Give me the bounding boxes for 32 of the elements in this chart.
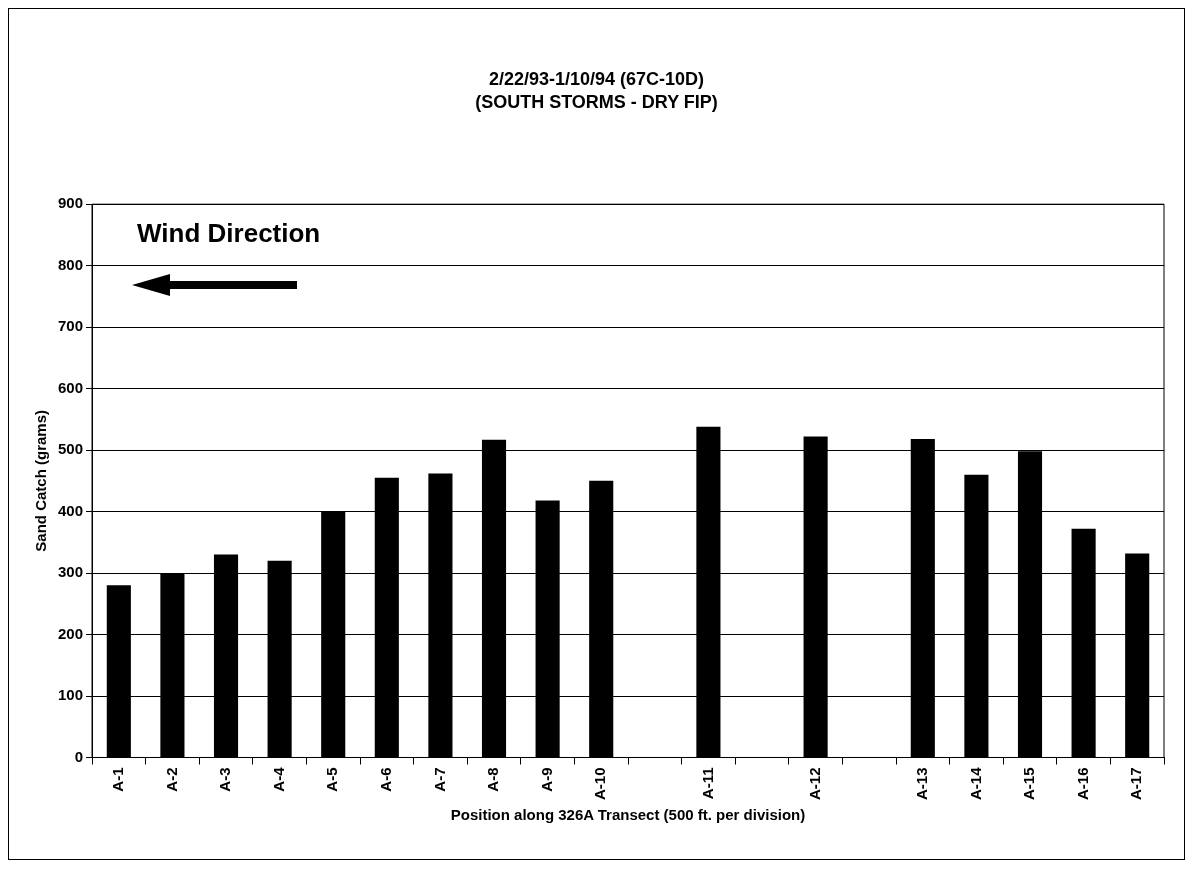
y-tick-label: 400 bbox=[58, 501, 84, 519]
x-tick-label: A-15 bbox=[1020, 767, 1038, 800]
y-tick-label: 800 bbox=[58, 255, 84, 273]
x-tick-label: A-11 bbox=[698, 767, 716, 800]
x-tick-label: A-3 bbox=[216, 767, 234, 792]
x-tick-label: A-9 bbox=[537, 767, 555, 792]
x-tick-label: A-7 bbox=[430, 767, 448, 792]
x-tick-label: A-16 bbox=[1073, 767, 1091, 800]
x-tick-label: A-2 bbox=[162, 767, 180, 792]
y-tick-label: 900 bbox=[58, 194, 84, 212]
x-tick-label: A-12 bbox=[805, 767, 823, 800]
y-tick-label: 300 bbox=[58, 563, 84, 581]
x-tick-label: A-17 bbox=[1127, 767, 1145, 800]
x-tick-label: A-13 bbox=[912, 767, 930, 800]
x-tick-label: A-8 bbox=[484, 767, 502, 792]
x-tick-label: A-10 bbox=[591, 767, 609, 800]
y-tick-label: 100 bbox=[58, 686, 84, 704]
x-tick-label: A-6 bbox=[376, 767, 394, 792]
y-tick-label: 200 bbox=[58, 624, 84, 642]
x-tick-label: A-4 bbox=[269, 766, 287, 792]
chart-subtitle: (SOUTH STORMS - DRY FIP) bbox=[475, 92, 718, 113]
x-tick-label: A-1 bbox=[108, 767, 126, 792]
annotation: Wind Direction bbox=[137, 218, 321, 249]
y-tick-label: 500 bbox=[58, 440, 84, 458]
chart-title: 2/22/93-1/10/94 (67C-10D) bbox=[488, 68, 705, 89]
y-tick-label: 600 bbox=[58, 378, 84, 396]
y-tick-label: 0 bbox=[74, 747, 84, 765]
y-axis-title: Sand Catch (grams) bbox=[32, 409, 50, 552]
x-axis-title: Position along 326A Transect (500 ft. per division) bbox=[450, 806, 806, 824]
x-tick-label: A-5 bbox=[323, 767, 341, 792]
x-tick-label: A-14 bbox=[966, 766, 984, 800]
y-tick-label: 700 bbox=[58, 317, 84, 335]
